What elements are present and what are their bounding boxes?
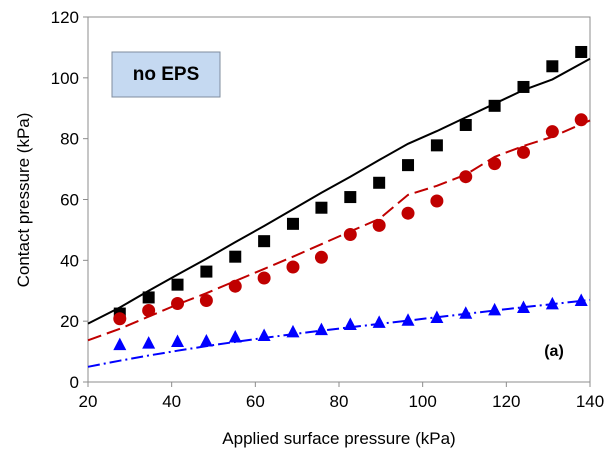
data-point-square bbox=[286, 217, 299, 230]
data-point-circle bbox=[171, 297, 185, 311]
data-point-circle bbox=[257, 271, 271, 285]
x-tick-label: 80 bbox=[330, 392, 349, 411]
data-point-circle bbox=[113, 312, 127, 326]
data-point-circle bbox=[516, 145, 530, 159]
data-point-square bbox=[344, 191, 357, 204]
y-tick-label: 80 bbox=[60, 130, 79, 149]
data-point-triangle bbox=[199, 333, 213, 347]
data-point-triangle bbox=[314, 322, 328, 336]
data-point-circle bbox=[430, 194, 444, 208]
data-point-circle bbox=[142, 304, 156, 318]
data-markers bbox=[113, 45, 588, 351]
data-point-square bbox=[459, 118, 472, 131]
data-point-circle bbox=[574, 113, 588, 127]
data-point-triangle bbox=[516, 300, 530, 313]
data-point-circle bbox=[228, 279, 242, 293]
data-point-triangle bbox=[488, 302, 502, 316]
data-point-circle bbox=[488, 157, 502, 171]
fit-line-dashdot bbox=[87, 298, 591, 368]
y-tick-label: 40 bbox=[60, 251, 79, 270]
data-point-circle bbox=[199, 293, 213, 307]
data-point-triangle bbox=[545, 296, 559, 310]
y-tick-label: 20 bbox=[60, 312, 79, 331]
x-tick-label: 40 bbox=[162, 392, 181, 411]
x-tick-label: 120 bbox=[492, 392, 520, 411]
data-point-triangle bbox=[401, 313, 415, 326]
data-point-triangle bbox=[113, 337, 127, 351]
x-tick-label: 140 bbox=[576, 392, 604, 411]
data-point-square bbox=[142, 291, 155, 304]
data-point-square bbox=[430, 139, 443, 152]
callout-label: no EPS bbox=[133, 64, 200, 85]
data-point-triangle bbox=[459, 306, 473, 319]
data-point-circle bbox=[286, 260, 300, 274]
data-point-square bbox=[258, 235, 271, 248]
data-point-triangle bbox=[257, 328, 271, 341]
data-point-triangle bbox=[343, 317, 357, 331]
data-point-circle bbox=[343, 227, 357, 241]
y-tick-label: 120 bbox=[51, 8, 79, 27]
y-tick-label: 60 bbox=[60, 191, 79, 210]
data-point-circle bbox=[545, 125, 559, 139]
x-axis-title: Applied surface pressure (kPa) bbox=[222, 429, 455, 448]
data-point-triangle bbox=[228, 329, 242, 343]
data-point-triangle bbox=[430, 310, 444, 324]
x-tick-label: 20 bbox=[79, 392, 98, 411]
x-tick-label: 60 bbox=[246, 392, 265, 411]
data-point-square bbox=[546, 60, 559, 73]
panel-label: (a) bbox=[544, 343, 564, 360]
data-point-triangle bbox=[574, 293, 588, 306]
data-point-triangle bbox=[171, 334, 185, 348]
data-point-circle bbox=[314, 250, 328, 264]
data-point-square bbox=[402, 159, 415, 172]
data-point-square bbox=[171, 278, 184, 291]
callout-box bbox=[111, 51, 221, 98]
data-point-square bbox=[373, 176, 386, 189]
data-point-triangle bbox=[286, 324, 300, 338]
data-point-square bbox=[517, 80, 530, 93]
data-point-square bbox=[575, 45, 588, 58]
data-point-square bbox=[229, 250, 242, 263]
data-point-square bbox=[488, 99, 501, 112]
data-point-square bbox=[315, 201, 328, 214]
y-tick-label: 100 bbox=[51, 69, 79, 88]
data-point-circle bbox=[459, 170, 473, 184]
data-point-circle bbox=[401, 206, 415, 220]
data-point-triangle bbox=[372, 315, 386, 328]
y-axis-title: Contact pressure (kPa) bbox=[14, 113, 33, 288]
data-point-circle bbox=[372, 218, 386, 232]
data-point-triangle bbox=[142, 336, 156, 349]
y-tick-label: 0 bbox=[70, 373, 79, 392]
data-point-square bbox=[200, 265, 213, 278]
x-tick-label: 100 bbox=[408, 392, 436, 411]
